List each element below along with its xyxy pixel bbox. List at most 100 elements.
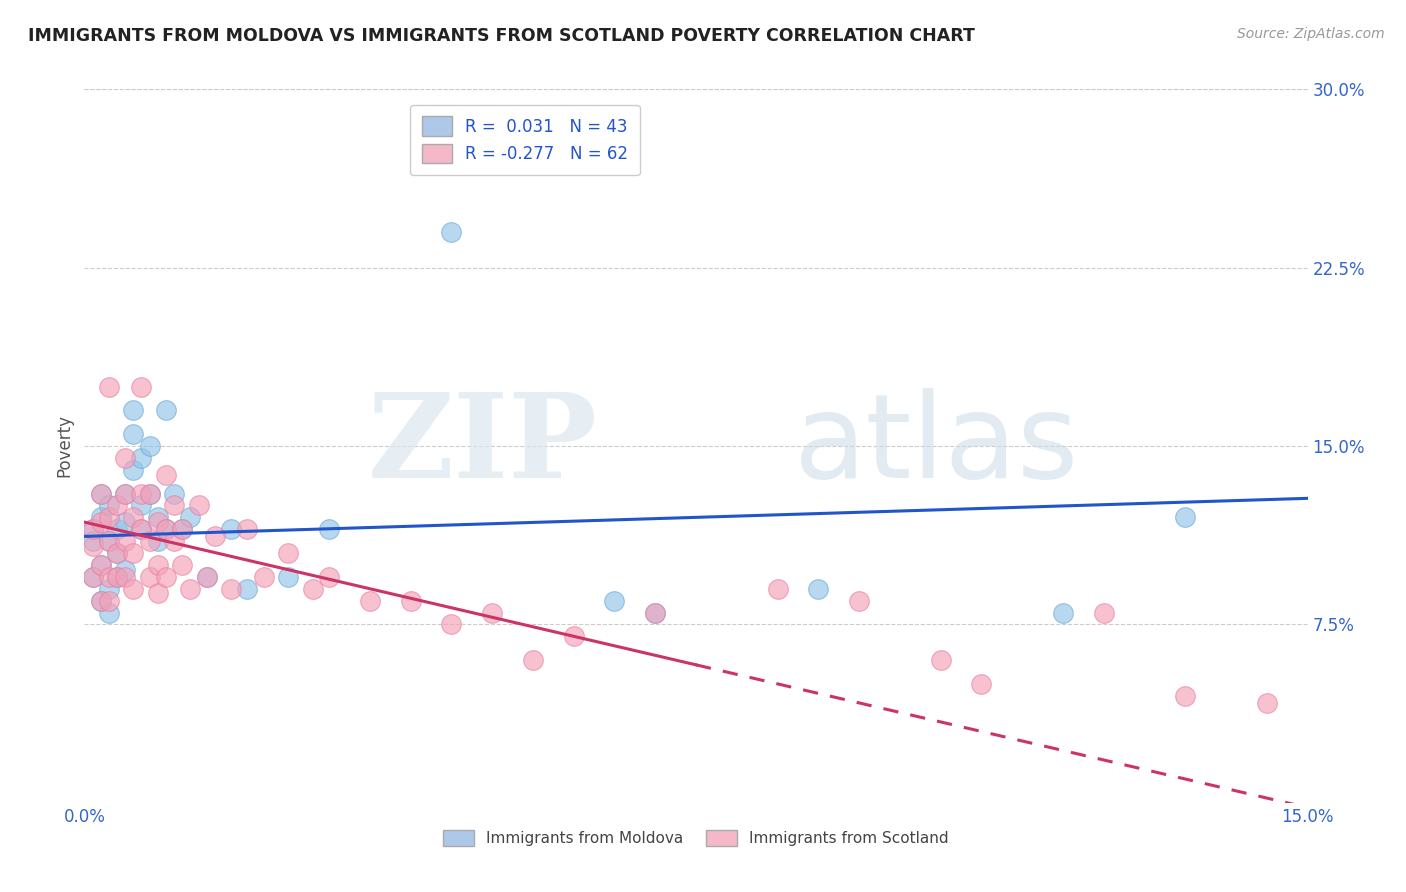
Text: ZIP: ZIP [368,389,598,503]
Point [138,439,160,453]
Point [138,570,160,584]
Point [114,570,136,584]
Point [970,677,993,691]
Text: IMMIGRANTS FROM MOLDOVA VS IMMIGRANTS FROM SCOTLAND POVERTY CORRELATION CHART: IMMIGRANTS FROM MOLDOVA VS IMMIGRANTS FR… [28,27,974,45]
Point [105,522,128,536]
Point [277,570,299,584]
Point [82,570,104,584]
Point [131,379,153,393]
Point [97,534,120,549]
Point [155,522,177,536]
Point [172,522,194,536]
Text: atlas: atlas [794,389,1080,503]
Point [399,593,422,607]
Point [105,570,128,584]
Text: Source: ZipAtlas.com: Source: ZipAtlas.com [1237,27,1385,41]
Point [1174,510,1197,524]
Point [97,582,120,596]
Point [522,653,544,667]
Point [253,570,276,584]
Point [97,570,120,584]
Point [440,225,463,239]
Legend: Immigrants from Moldova, Immigrants from Scotland: Immigrants from Moldova, Immigrants from… [437,824,955,852]
Point [122,403,145,417]
Point [90,558,112,572]
Point [131,522,153,536]
Point [562,629,585,643]
Point [644,606,666,620]
Point [146,534,169,549]
Point [929,653,952,667]
Point [277,546,299,560]
Point [146,515,169,529]
Point [481,606,503,620]
Point [236,522,259,536]
Point [105,570,128,584]
Point [155,522,177,536]
Point [82,539,104,553]
Point [97,379,120,393]
Point [204,529,226,543]
Point [131,450,153,465]
Point [179,510,201,524]
Point [146,586,169,600]
Point [97,534,120,549]
Point [105,546,128,560]
Point [644,606,666,620]
Point [122,463,145,477]
Point [97,510,120,524]
Point [807,582,830,596]
Point [97,606,120,620]
Point [122,582,145,596]
Point [131,499,153,513]
Point [90,510,112,524]
Point [318,522,340,536]
Point [131,522,153,536]
Point [219,582,242,596]
Point [138,486,160,500]
Point [97,499,120,513]
Point [146,558,169,572]
Point [114,486,136,500]
Point [318,570,340,584]
Point [90,593,112,607]
Point [163,499,186,513]
Point [138,534,160,549]
Point [172,522,194,536]
Point [90,558,112,572]
Point [122,546,145,560]
Point [114,515,136,529]
Point [236,582,259,596]
Point [82,522,104,536]
Y-axis label: Poverty: Poverty [55,415,73,477]
Point [90,486,112,500]
Point [603,593,626,607]
Point [1256,696,1278,710]
Point [82,534,104,549]
Point [138,486,160,500]
Point [172,558,194,572]
Point [90,515,112,529]
Point [195,570,218,584]
Point [219,522,242,536]
Point [82,522,104,536]
Point [179,582,201,596]
Point [195,570,218,584]
Point [131,486,153,500]
Point [97,593,120,607]
Point [155,467,177,482]
Point [163,534,186,549]
Point [146,510,169,524]
Point [114,450,136,465]
Point [82,570,104,584]
Point [155,570,177,584]
Point [301,582,323,596]
Point [848,593,870,607]
Point [114,534,136,549]
Point [122,510,145,524]
Point [440,617,463,632]
Point [766,582,789,596]
Point [1052,606,1074,620]
Point [187,499,209,513]
Point [105,499,128,513]
